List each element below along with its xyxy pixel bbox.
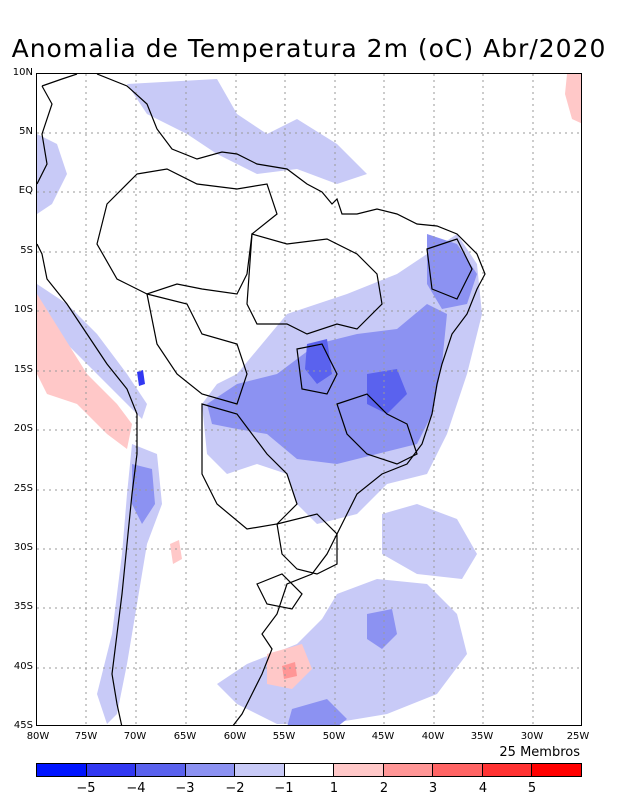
map-panel	[36, 73, 582, 726]
lat-tick-label: 25S	[13, 483, 33, 494]
negative-anomaly-area	[217, 579, 467, 724]
colorbar-swatch	[482, 764, 533, 776]
lat-tick-label: 45S	[13, 720, 33, 731]
colorbar-swatch	[86, 764, 137, 776]
colorbar-swatch	[383, 764, 434, 776]
positive-anomaly-area	[170, 540, 182, 564]
colorbar-swatch	[532, 764, 582, 776]
lat-tick-label: 10N	[12, 67, 33, 78]
negative-anomaly-area	[132, 464, 155, 524]
lon-tick-label: 40W	[421, 731, 445, 742]
country-border	[96, 168, 278, 295]
colorbar-label: −4	[126, 781, 146, 796]
country-border	[256, 573, 303, 610]
negative-anomaly-area	[37, 134, 67, 214]
lat-tick-label: 10S	[13, 304, 33, 315]
country-border	[201, 403, 298, 530]
lon-tick-label: 35W	[470, 731, 494, 742]
colorbar-label: 2	[379, 781, 389, 796]
colorbar-label: −3	[175, 781, 195, 796]
colorbar-swatch	[185, 764, 236, 776]
colorbar-label: 4	[478, 781, 488, 796]
lon-tick-label: 50W	[322, 731, 346, 742]
negative-anomaly-area	[207, 304, 447, 464]
map-title: Anomalia de Temperatura 2m (oC) Abr/2020	[11, 34, 607, 63]
colorbar-swatch	[136, 764, 186, 776]
lat-tick-label: 40S	[13, 661, 33, 672]
colorbar-label: 1	[329, 781, 339, 796]
lon-tick-label: 80W	[26, 731, 50, 742]
anomaly-map	[37, 74, 581, 725]
colorbar-label: −2	[225, 781, 245, 796]
lat-tick-label: EQ	[18, 185, 33, 196]
lon-tick-label: 25W	[566, 731, 590, 742]
colorbar-label: −5	[76, 781, 96, 796]
lon-tick-label: 30W	[520, 731, 544, 742]
country-border	[246, 233, 383, 335]
colorbar-swatch	[37, 764, 87, 776]
positive-anomaly-area	[282, 662, 297, 679]
lat-tick-label: 30S	[13, 542, 33, 553]
lon-tick-label: 65W	[173, 731, 197, 742]
lon-tick-label: 70W	[123, 731, 147, 742]
colorbar-swatch	[235, 764, 285, 776]
colorbar-label: 3	[428, 781, 438, 796]
colorbar-swatch	[284, 764, 335, 776]
colorbar-label: −1	[274, 781, 294, 796]
negative-anomaly-area	[382, 504, 477, 579]
negative-anomaly-area	[287, 699, 347, 725]
anomaly-shading	[37, 74, 581, 725]
country-border	[426, 238, 473, 300]
negative-anomaly-area	[37, 284, 147, 419]
positive-anomaly-area	[565, 74, 581, 124]
members-label: 25 Membros	[499, 745, 580, 760]
negative-anomaly-area	[367, 609, 397, 649]
lat-tick-label: 20S	[13, 423, 33, 434]
lat-tick-label: 5N	[19, 126, 33, 137]
coastlines	[37, 74, 486, 725]
colorbar-swatch	[334, 764, 384, 776]
negative-anomaly-area	[427, 234, 477, 309]
lon-tick-label: 45W	[371, 731, 395, 742]
lat-tick-label: 5S	[20, 245, 33, 256]
south-america-coastline	[37, 74, 486, 725]
colorbar-swatch	[433, 764, 483, 776]
negative-anomaly-area	[137, 370, 145, 386]
country-border	[336, 393, 418, 465]
lon-tick-label: 55W	[272, 731, 296, 742]
lon-tick-label: 60W	[223, 731, 247, 742]
country-border	[146, 293, 248, 405]
negative-anomaly-area	[127, 79, 367, 184]
negative-anomaly-area	[367, 369, 407, 414]
colorbar	[36, 763, 582, 777]
lat-tick-label: 35S	[13, 601, 33, 612]
graticule	[37, 74, 581, 725]
positive-anomaly-area	[37, 294, 132, 449]
colorbar-label: 5	[527, 781, 537, 796]
lon-tick-label: 75W	[74, 731, 98, 742]
country-border	[296, 343, 338, 395]
country-border	[276, 513, 338, 575]
lat-tick-label: 15S	[13, 364, 33, 375]
